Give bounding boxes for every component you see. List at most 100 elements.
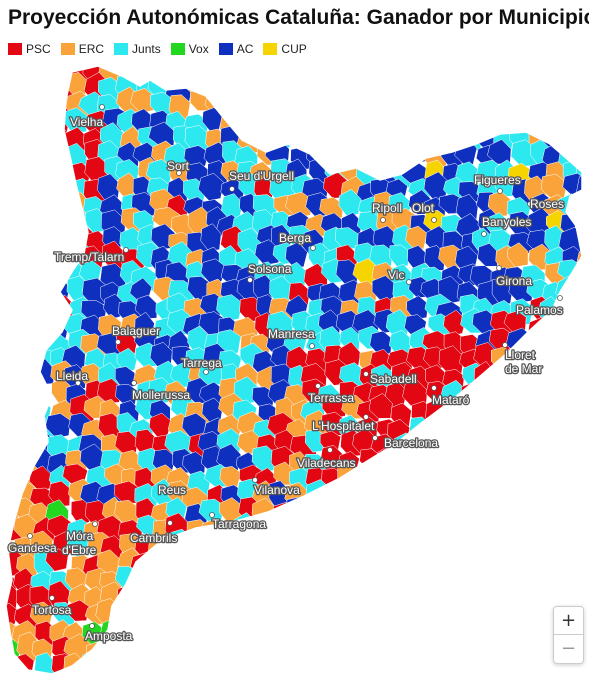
municipality[interactable]	[204, 60, 225, 91]
city-marker[interactable]: Mollerussa	[131, 380, 192, 403]
municipality[interactable]	[393, 583, 414, 613]
municipality[interactable]	[373, 499, 399, 530]
municipality[interactable]	[357, 128, 382, 153]
municipality[interactable]	[116, 347, 138, 371]
municipality[interactable]	[408, 481, 433, 506]
municipality[interactable]	[576, 310, 589, 334]
legend-item[interactable]: CUP	[263, 42, 307, 56]
municipality[interactable]	[579, 330, 589, 362]
municipality[interactable]	[456, 517, 483, 542]
municipality[interactable]	[575, 570, 589, 595]
municipality[interactable]	[452, 585, 476, 610]
municipality[interactable]	[218, 603, 242, 625]
municipality[interactable]	[322, 656, 344, 679]
municipality[interactable]	[318, 562, 347, 589]
municipality[interactable]	[578, 518, 589, 546]
municipality[interactable]	[323, 481, 348, 508]
municipality[interactable]	[506, 598, 528, 624]
municipality[interactable]	[338, 109, 365, 134]
municipality[interactable]	[217, 619, 240, 648]
municipality[interactable]	[36, 300, 62, 328]
municipality[interactable]	[405, 225, 428, 250]
municipality[interactable]	[0, 414, 24, 443]
municipality[interactable]	[252, 564, 279, 594]
municipality[interactable]	[441, 653, 466, 680]
municipality[interactable]	[15, 258, 38, 287]
municipality[interactable]	[475, 634, 500, 662]
municipality[interactable]	[323, 600, 349, 625]
municipality[interactable]	[537, 671, 565, 680]
municipality[interactable]	[507, 242, 529, 268]
municipality[interactable]	[319, 545, 342, 573]
municipality[interactable]	[526, 399, 549, 425]
municipality[interactable]	[374, 79, 400, 106]
city-marker[interactable]: Vilanova	[252, 477, 301, 498]
municipality[interactable]	[491, 618, 519, 642]
municipality[interactable]	[254, 113, 281, 139]
municipality[interactable]	[488, 633, 515, 658]
legend-item[interactable]: Vox	[170, 42, 209, 56]
municipality[interactable]	[36, 70, 61, 95]
municipality[interactable]	[457, 419, 483, 446]
city-marker[interactable]: Tarrega	[180, 355, 223, 375]
municipality[interactable]	[439, 512, 463, 539]
municipality[interactable]	[420, 112, 446, 140]
municipality[interactable]	[52, 159, 75, 184]
municipality[interactable]	[304, 87, 327, 114]
municipality[interactable]	[510, 420, 533, 443]
municipality[interactable]	[544, 329, 567, 354]
city-marker[interactable]: Sabadell	[363, 371, 418, 387]
municipality[interactable]	[318, 309, 341, 334]
municipality[interactable]	[406, 295, 429, 320]
municipality[interactable]	[494, 378, 517, 404]
municipality[interactable]	[437, 669, 459, 680]
municipality[interactable]	[182, 451, 206, 476]
municipality[interactable]	[384, 446, 410, 473]
municipality[interactable]	[564, 398, 589, 427]
municipality[interactable]	[573, 529, 589, 557]
city-marker[interactable]: Girona	[495, 265, 534, 289]
municipality[interactable]	[221, 672, 248, 680]
municipality[interactable]	[437, 497, 461, 521]
municipality[interactable]	[234, 570, 258, 597]
municipality[interactable]	[425, 124, 453, 155]
municipality[interactable]	[526, 482, 553, 508]
municipality[interactable]	[0, 393, 24, 420]
municipality[interactable]	[402, 617, 428, 646]
municipality[interactable]	[386, 547, 413, 577]
municipality[interactable]	[520, 469, 545, 494]
municipality[interactable]	[353, 668, 380, 680]
municipality[interactable]	[306, 504, 330, 531]
catalonia-map[interactable]: Vielha Sort Seu d'Urgell Figueres Roses …	[0, 60, 589, 680]
municipality[interactable]	[475, 537, 501, 564]
municipality[interactable]	[252, 76, 277, 102]
municipality[interactable]	[368, 393, 393, 419]
municipality[interactable]	[341, 481, 364, 506]
municipality[interactable]	[403, 128, 427, 156]
municipality[interactable]	[19, 395, 40, 423]
municipality[interactable]	[559, 536, 585, 561]
municipality[interactable]	[44, 225, 69, 252]
municipality[interactable]	[459, 448, 482, 475]
municipality[interactable]	[521, 634, 545, 662]
municipality[interactable]	[303, 106, 328, 132]
city-marker[interactable]: Solsona	[247, 261, 293, 283]
municipality[interactable]	[577, 381, 589, 405]
municipality[interactable]	[303, 583, 324, 608]
municipality[interactable]	[234, 602, 258, 626]
municipality[interactable]	[558, 488, 586, 510]
municipality[interactable]	[578, 60, 589, 84]
municipality[interactable]	[541, 521, 563, 550]
municipality[interactable]	[508, 70, 533, 96]
municipality[interactable]	[130, 637, 155, 664]
municipality[interactable]	[540, 363, 567, 393]
municipality[interactable]	[14, 431, 37, 455]
city-marker[interactable]: Tremp/Talarn	[53, 247, 129, 265]
legend-item[interactable]: ERC	[60, 42, 104, 56]
municipality[interactable]	[0, 326, 21, 352]
city-marker[interactable]: Tarragona	[209, 512, 268, 532]
municipality[interactable]	[486, 601, 510, 627]
municipality[interactable]	[36, 108, 62, 139]
municipality[interactable]	[527, 502, 551, 528]
municipality[interactable]	[218, 60, 239, 85]
